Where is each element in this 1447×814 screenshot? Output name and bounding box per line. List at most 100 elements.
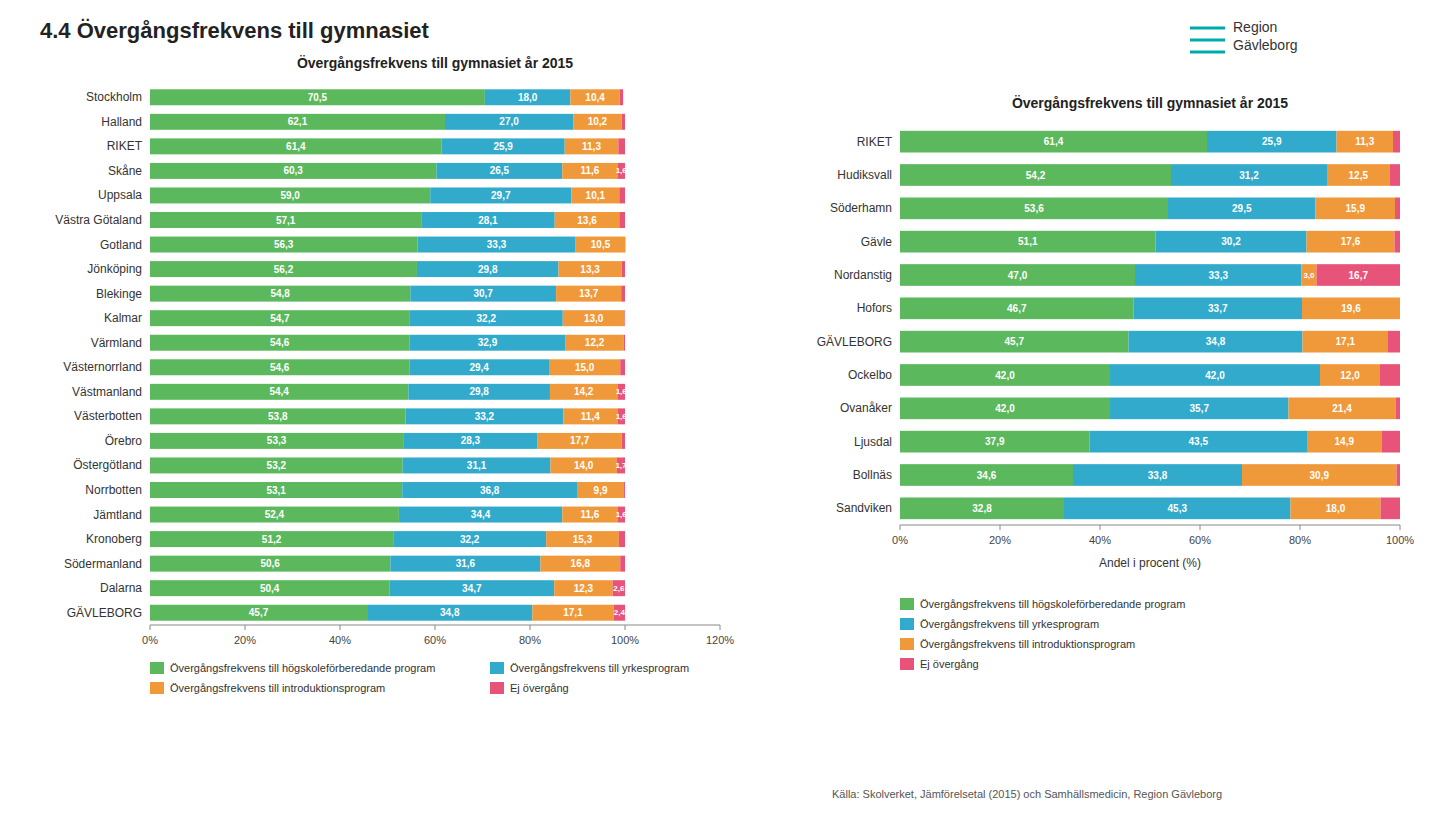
bar [430,187,571,203]
data-labels: 70,562,161,460,359,057,156,356,254,854,7… [249,92,628,618]
category-label: Västernorrland [63,360,142,374]
legend-label: Övergångsfrekvens till yrkesprogram [920,618,1099,630]
bar [1134,298,1303,320]
bar [1064,498,1291,520]
category-label: Kalmar [104,311,142,325]
bar [563,310,625,326]
data-label: 54,4 [269,386,289,397]
bar [150,408,406,424]
source: Källa: Skolverket, Jämförelsetal (2015) … [832,788,1222,800]
data-label: 29,8 [478,264,498,275]
data-label: 2,4 [614,608,626,617]
category-label: Kronoberg [86,532,142,546]
data-label: 17,7 [570,435,590,446]
category-label: Östergötland [73,458,142,472]
bar [570,89,619,105]
bar [566,335,624,351]
bar [620,89,623,105]
bar [622,261,625,277]
bar [1397,464,1401,486]
category-label: Sandviken [836,501,892,515]
bar [1171,164,1327,186]
bar [1303,331,1389,353]
tick-mark [900,525,901,530]
bar [150,605,367,621]
data-label: 54,8 [270,288,290,299]
bar [408,384,550,400]
bar [150,261,417,277]
bar [150,187,430,203]
tick-mark [625,625,626,630]
category-label: Ockelbo [848,368,892,382]
data-label: 17,6 [1341,236,1361,247]
data-label: 53,1 [266,485,286,496]
bar [402,482,577,498]
tick-mark [1300,525,1301,530]
bar [421,212,554,228]
bar [406,408,564,424]
tick-mark [245,625,246,630]
data-label: 70,5 [308,92,328,103]
chart: Övergångsfrekvens till gymnasiet år 2015… [817,95,1415,670]
bar [150,580,389,596]
bar [1395,198,1400,220]
data-label: 43,5 [1189,436,1209,447]
category-label: GÄVLEBORG [67,606,142,620]
bar [1316,198,1396,220]
chart-canvas: 4.4 Övergångsfrekvens till gymnasietRegi… [0,0,1447,814]
bar [1396,398,1401,420]
tick-label: 20% [234,634,256,646]
bar [565,138,619,154]
legend-label: Övergångsfrekvens till introduktionsprog… [170,682,385,694]
category-label: Södermanland [64,557,142,571]
bar [1156,231,1307,253]
data-label: 28,1 [478,215,498,226]
data-label: 52,4 [265,509,285,520]
background [0,0,1447,814]
bar [556,286,621,302]
bar [624,310,625,326]
bars [150,89,625,620]
bar [619,212,625,228]
bar [150,556,390,572]
data-label: 50,4 [260,583,280,594]
bar [619,187,625,203]
tick-mark [530,625,531,630]
bar [1388,331,1400,353]
data-label: 21,4 [1332,403,1352,414]
logo-text-line: Gävleborg [1233,37,1298,53]
data-label: 33,3 [1209,270,1229,281]
bar [1327,164,1390,186]
data-label: 32,2 [460,534,480,545]
legend: Övergångsfrekvens till högskoleförbereda… [150,662,689,694]
category-label: Stockholm [86,90,142,104]
data-label: 56,3 [274,239,294,250]
bar [550,384,617,400]
category-label: Västra Götaland [55,213,142,227]
bar [562,507,617,523]
bar [624,482,626,498]
bar [538,433,622,449]
category-label: Blekinge [96,287,142,301]
bar [150,335,409,351]
data-label: 29,5 [1232,203,1252,214]
data-label: 54,6 [270,362,290,373]
data-label: 19,6 [1341,303,1361,314]
bar [1380,364,1400,386]
bar [900,298,1134,320]
data-label: 31,1 [467,460,487,471]
data-label: 10,1 [586,190,606,201]
data-label: 34,8 [1206,336,1226,347]
data-label: 45,7 [249,607,269,618]
category-label: Söderhamn [830,201,892,215]
category-label: Norrbotten [85,483,142,497]
data-label: 61,4 [286,141,306,152]
data-label: 11,3 [582,141,601,152]
data-label: 17,1 [1336,336,1356,347]
data-label: 30,2 [1221,236,1241,247]
bar [900,131,1207,153]
bar [900,198,1168,220]
category-label: Ovanåker [840,401,892,415]
bar [1307,431,1382,453]
data-label: 18,0 [1326,503,1346,514]
